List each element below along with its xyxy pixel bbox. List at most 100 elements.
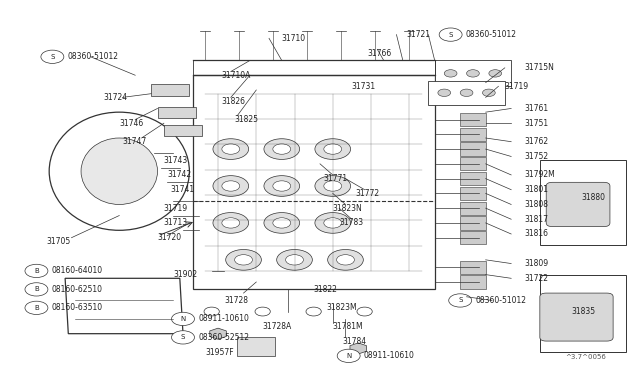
Text: B: B xyxy=(34,305,39,311)
Polygon shape xyxy=(65,278,183,334)
Text: 31731: 31731 xyxy=(352,82,376,91)
Text: 31823M: 31823M xyxy=(326,303,357,312)
Text: 08160-64010: 08160-64010 xyxy=(52,266,103,275)
Bar xyxy=(460,113,486,126)
Bar xyxy=(435,61,511,86)
Bar xyxy=(460,157,486,170)
Text: 31746: 31746 xyxy=(119,119,143,128)
Bar xyxy=(460,202,486,215)
Circle shape xyxy=(467,70,479,77)
Circle shape xyxy=(337,255,355,265)
Bar xyxy=(460,187,486,200)
Text: 08160-62510: 08160-62510 xyxy=(52,285,103,294)
Text: 31771: 31771 xyxy=(323,174,348,183)
Bar xyxy=(164,125,202,136)
FancyBboxPatch shape xyxy=(193,75,435,289)
Circle shape xyxy=(273,181,291,191)
Text: 08911-10610: 08911-10610 xyxy=(364,351,415,360)
Text: 31710A: 31710A xyxy=(221,71,251,80)
Text: 31957F: 31957F xyxy=(205,348,234,357)
Text: 08360-51012: 08360-51012 xyxy=(68,52,118,61)
Polygon shape xyxy=(210,328,227,339)
Text: 31783: 31783 xyxy=(339,218,364,227)
Circle shape xyxy=(172,331,195,344)
Text: 31713: 31713 xyxy=(164,218,188,227)
Text: 31766: 31766 xyxy=(368,49,392,58)
Text: 31880: 31880 xyxy=(581,193,605,202)
Circle shape xyxy=(264,139,300,160)
Text: N: N xyxy=(346,353,351,359)
Text: 31728: 31728 xyxy=(225,296,248,305)
Circle shape xyxy=(25,264,48,278)
Bar xyxy=(540,160,626,245)
Circle shape xyxy=(264,212,300,233)
Text: 31823N: 31823N xyxy=(333,203,362,213)
Text: B: B xyxy=(34,286,39,292)
Text: 31784: 31784 xyxy=(342,337,367,346)
Text: 31710: 31710 xyxy=(282,34,306,43)
Text: 31742: 31742 xyxy=(167,170,191,179)
Circle shape xyxy=(324,181,342,191)
Circle shape xyxy=(315,139,351,160)
Bar xyxy=(460,275,486,289)
Bar xyxy=(237,337,275,356)
Text: 31719: 31719 xyxy=(505,82,529,91)
Bar xyxy=(540,275,626,352)
Polygon shape xyxy=(350,343,367,354)
Text: 31835: 31835 xyxy=(572,307,596,316)
Circle shape xyxy=(438,89,451,96)
Circle shape xyxy=(213,139,248,160)
Circle shape xyxy=(276,250,312,270)
Bar xyxy=(460,260,486,274)
Text: 08911-10610: 08911-10610 xyxy=(198,314,249,323)
Text: 31715N: 31715N xyxy=(524,63,554,72)
Bar xyxy=(151,84,189,96)
Text: 08360-51012: 08360-51012 xyxy=(476,296,527,305)
Bar xyxy=(428,81,505,105)
Circle shape xyxy=(460,89,473,96)
Text: 08160-63510: 08160-63510 xyxy=(52,303,103,312)
Text: 31781M: 31781M xyxy=(333,322,364,331)
Text: S: S xyxy=(50,54,54,60)
Bar xyxy=(460,216,486,230)
Circle shape xyxy=(439,28,462,41)
Circle shape xyxy=(204,307,220,316)
Circle shape xyxy=(337,349,360,362)
Text: 31751: 31751 xyxy=(524,119,548,128)
Circle shape xyxy=(483,89,495,96)
Text: 31801: 31801 xyxy=(524,185,548,194)
Circle shape xyxy=(226,250,261,270)
Text: B: B xyxy=(34,268,39,274)
Circle shape xyxy=(315,212,351,233)
Bar xyxy=(460,231,486,244)
Circle shape xyxy=(213,212,248,233)
Text: S: S xyxy=(458,298,462,304)
Circle shape xyxy=(25,283,48,296)
Bar xyxy=(460,128,486,141)
Bar xyxy=(460,142,486,156)
Text: 31728A: 31728A xyxy=(262,322,292,331)
Text: 31747: 31747 xyxy=(122,137,147,146)
Text: 31825: 31825 xyxy=(234,115,258,124)
Text: 31761: 31761 xyxy=(524,104,548,113)
Circle shape xyxy=(324,218,342,228)
Text: 31752: 31752 xyxy=(524,152,548,161)
Text: 31808: 31808 xyxy=(524,200,548,209)
Text: 31724: 31724 xyxy=(103,93,127,102)
Bar xyxy=(460,172,486,185)
Text: 31826: 31826 xyxy=(221,97,245,106)
Circle shape xyxy=(222,218,240,228)
Text: 31719: 31719 xyxy=(164,203,188,213)
Circle shape xyxy=(357,307,372,316)
Ellipse shape xyxy=(81,138,157,205)
Text: 31721: 31721 xyxy=(406,30,430,39)
Circle shape xyxy=(273,218,291,228)
Circle shape xyxy=(172,312,195,326)
Text: 31743: 31743 xyxy=(164,155,188,165)
Text: 31902: 31902 xyxy=(173,270,198,279)
Circle shape xyxy=(489,70,502,77)
Bar xyxy=(157,107,196,118)
Circle shape xyxy=(306,307,321,316)
Circle shape xyxy=(255,307,270,316)
Circle shape xyxy=(324,144,342,154)
